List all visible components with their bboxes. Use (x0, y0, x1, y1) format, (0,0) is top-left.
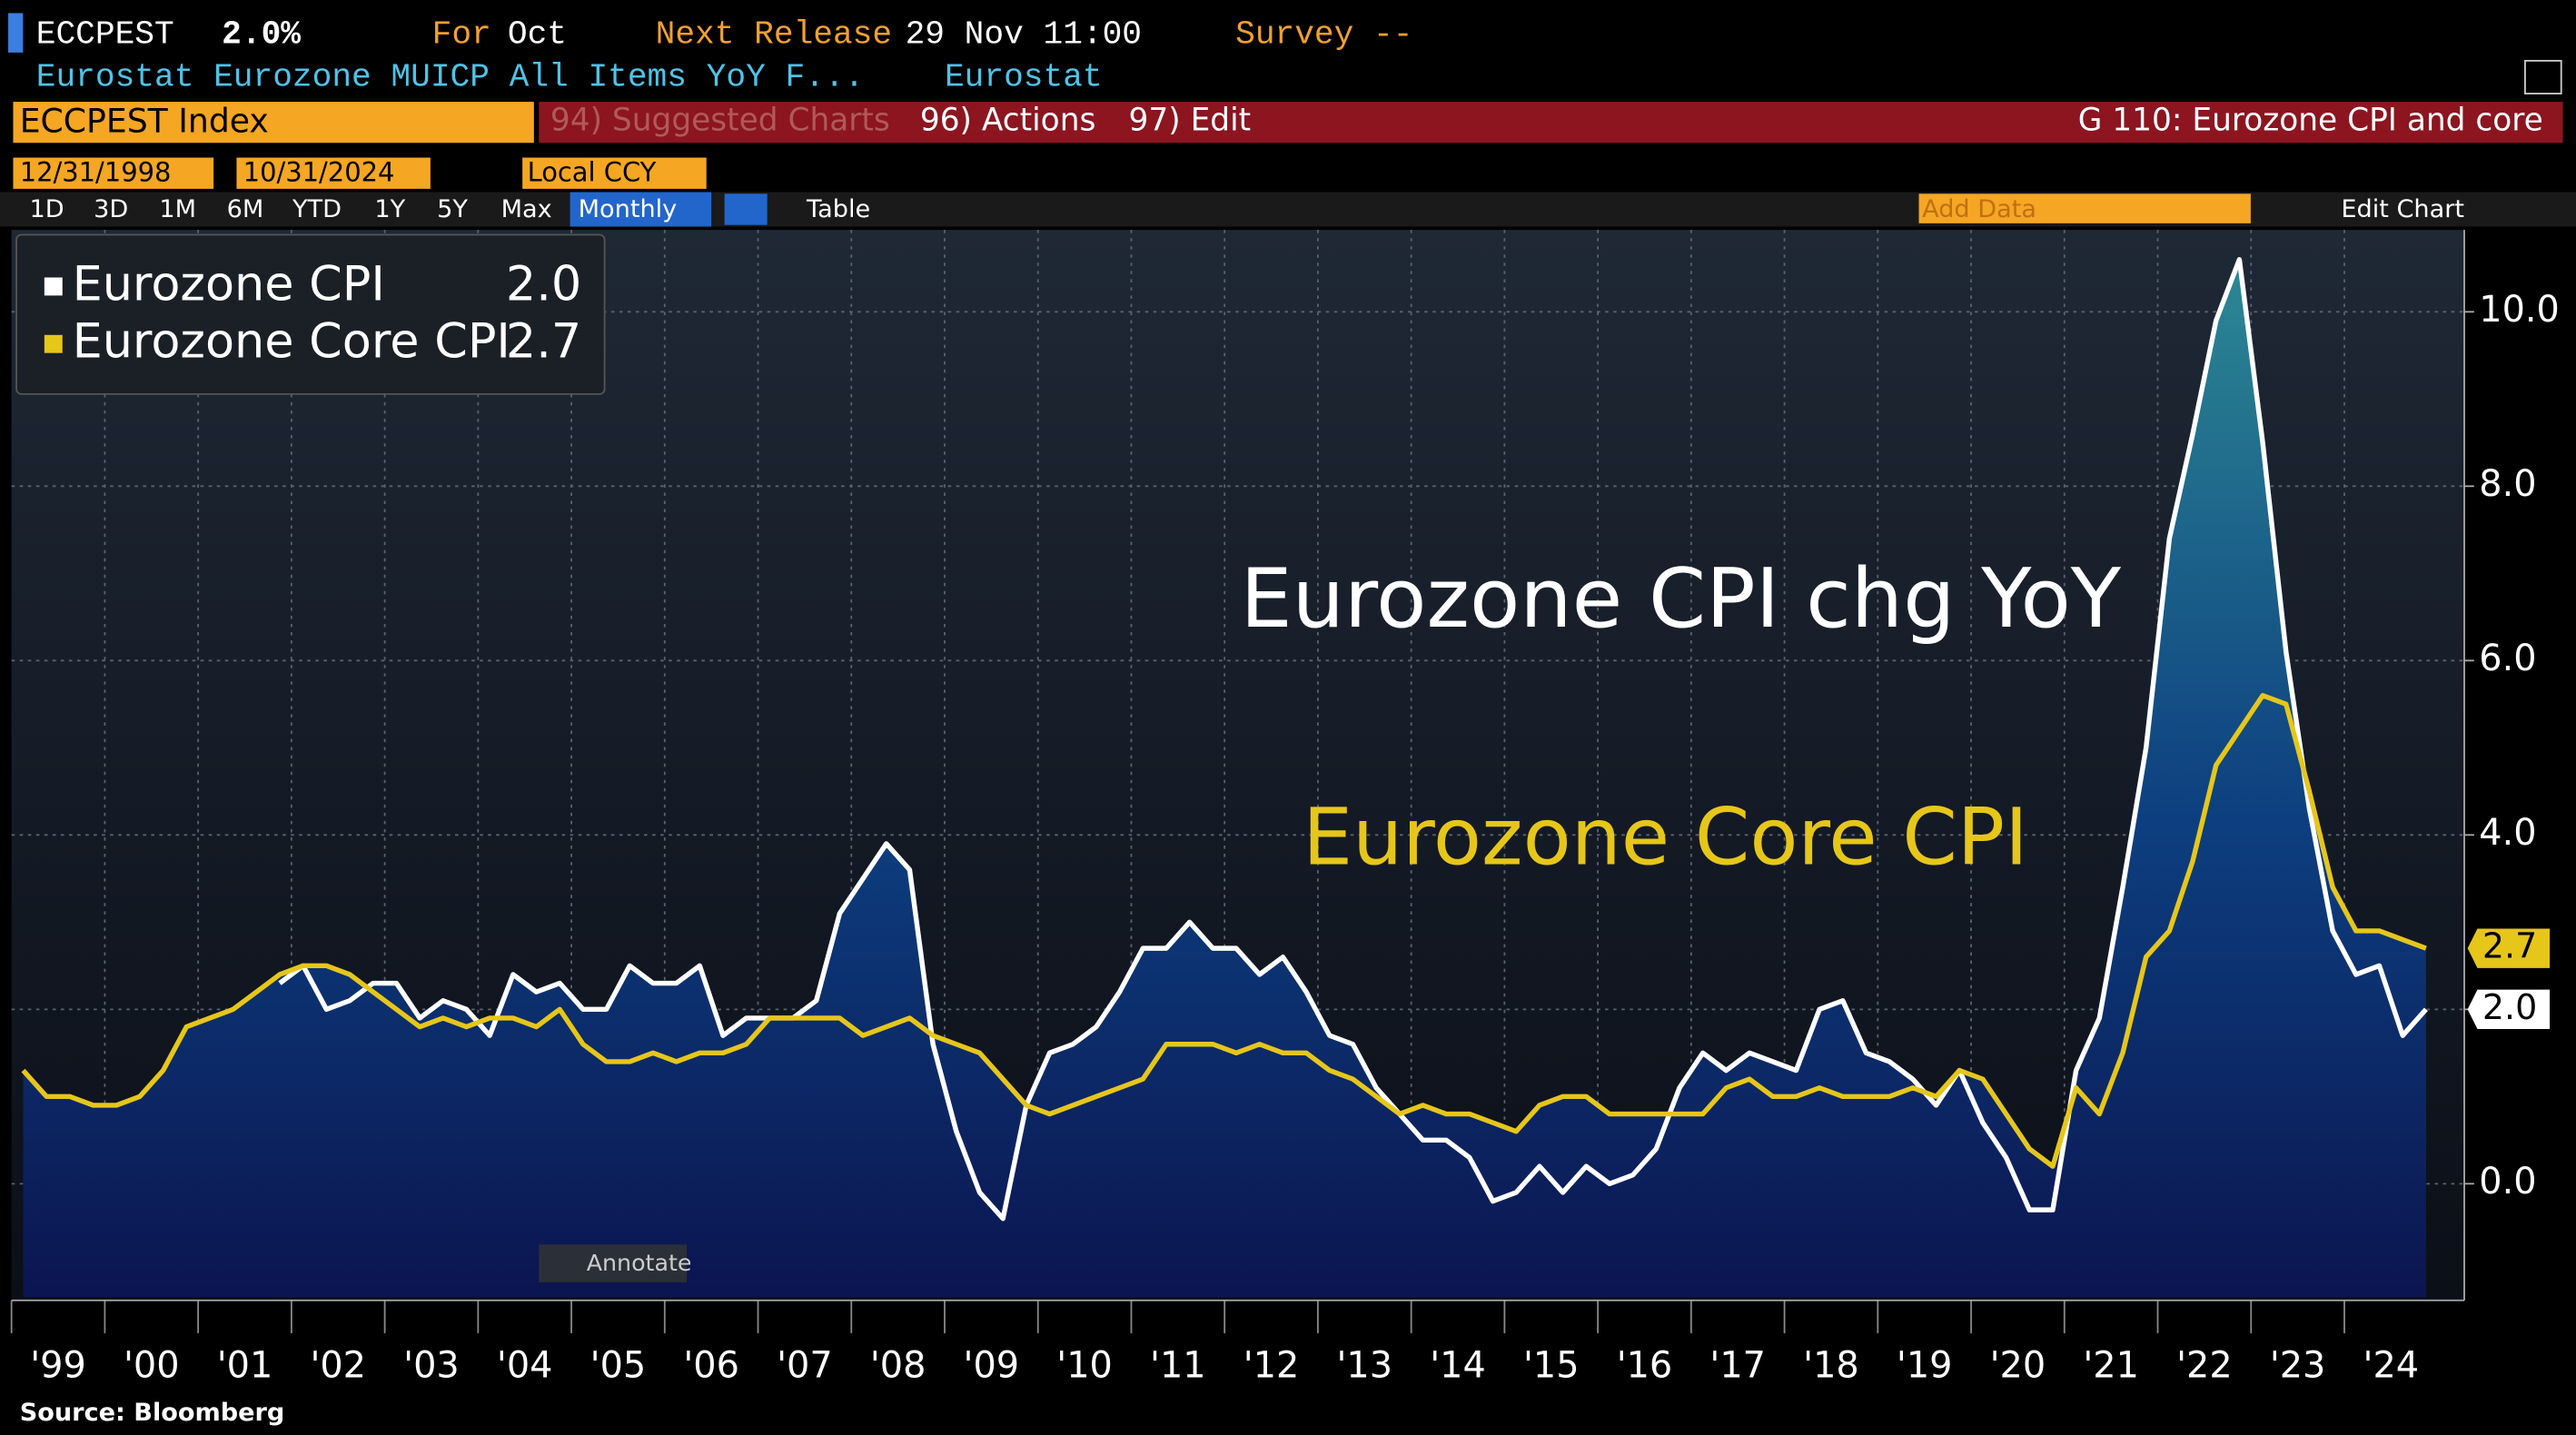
legend (15, 233, 606, 395)
legend-value: 2.0 (506, 256, 581, 312)
frequency-box[interactable] (570, 192, 712, 227)
toolbar-bar (539, 102, 2563, 144)
suggested-charts[interactable]: 94) Suggested Charts (550, 102, 890, 138)
series-area (280, 259, 2426, 1298)
y-tick-label: 8.0 (2479, 463, 2536, 505)
last-value-tag (2467, 928, 2551, 968)
x-tick-label: '03 (403, 1344, 460, 1386)
annotate-button[interactable]: Annotate (587, 1250, 692, 1276)
security[interactable]: ECCPEST Index (20, 102, 269, 141)
release-value: 29 Nov 11:00 (906, 16, 1142, 54)
actions-menu[interactable]: 96) Actions (920, 102, 1096, 138)
source: Source: Bloomberg (20, 1399, 285, 1427)
x-tick-label: '23 (2270, 1344, 2326, 1386)
y-tick-label: 4.0 (2479, 812, 2536, 854)
x-tick-label: '11 (1150, 1344, 1206, 1386)
range-button[interactable]: Max (501, 195, 552, 223)
y-tick-label: 0.0 (2479, 1161, 2536, 1202)
x-tick-label: '24 (2363, 1344, 2420, 1386)
description: Eurostat Eurozone MUICP All Items YoY F.… (36, 59, 865, 96)
x-tick-label: '09 (964, 1344, 1020, 1386)
range-button[interactable]: YTD (292, 195, 342, 223)
range-button[interactable]: 1M (159, 195, 196, 223)
currency[interactable]: Local CCY (528, 157, 657, 188)
annotation: Eurozone Core CPI (1303, 791, 2027, 883)
for-label: For (432, 16, 491, 54)
x-tick-label: '20 (1990, 1344, 2046, 1386)
chart-name[interactable]: G 110: Eurozone CPI and core (2078, 102, 2543, 138)
x-tick-label: '15 (1523, 1344, 1580, 1386)
x-tick-label: '14 (1430, 1344, 1486, 1386)
x-tick-label: '06 (683, 1344, 739, 1386)
last-value-tag (2467, 989, 2551, 1030)
source-name: Eurostat (945, 59, 1103, 96)
y-tick-label: 6.0 (2479, 638, 2536, 679)
edit-menu[interactable]: 97) Edit (1129, 102, 1252, 138)
legend-value: 2.7 (506, 314, 581, 370)
annotation: Eurozone CPI chg YoY (1241, 551, 2122, 647)
table-button[interactable]: Table (806, 195, 870, 223)
x-tick-label: '01 (217, 1344, 273, 1386)
x-tick-label: '16 (1617, 1344, 1673, 1386)
ticker: ECCPEST (36, 16, 174, 54)
annotate-button-box[interactable] (539, 1244, 688, 1282)
security-box[interactable] (13, 102, 534, 144)
x-tick-label: '07 (777, 1344, 833, 1386)
x-tick-label: '02 (310, 1344, 366, 1386)
release-label: Next Release (656, 16, 892, 54)
survey: Survey -- (1235, 16, 1412, 54)
add-data[interactable]: Add Data (1922, 195, 2036, 223)
range-button[interactable]: 5Y (437, 195, 468, 223)
legend-swatch (44, 277, 63, 296)
start-date-box[interactable] (13, 157, 214, 189)
chart-type-button[interactable] (724, 193, 768, 225)
series-line (21, 693, 2427, 1169)
last-value: 2.0% (222, 16, 301, 54)
range-button[interactable]: 1Y (374, 195, 405, 223)
legend-label: Eurozone Core CPI (73, 314, 510, 370)
range-button[interactable]: 6M (227, 195, 264, 223)
currency-box[interactable] (522, 157, 707, 189)
last-value-label: 2.0 (2482, 987, 2537, 1027)
x-tick-label: '19 (1897, 1344, 1953, 1386)
x-tick-label: '00 (124, 1344, 180, 1386)
x-tick-label: '17 (1709, 1344, 1766, 1386)
end-date-box[interactable] (236, 157, 431, 189)
range-button[interactable]: 1D (30, 195, 64, 223)
last-value-label: 2.7 (2482, 926, 2537, 966)
edit-chart[interactable]: Edit Chart (2341, 195, 2464, 223)
range-button[interactable]: 3D (94, 195, 128, 223)
for-value: Oct (508, 16, 567, 54)
plot: '99 '00 '01 '02 '03 '04 '05 '06 '07 '08 '09 '10 '11 '… (10, 230, 2560, 1386)
ticker-marker (8, 13, 24, 53)
x-tick-label: '08 (870, 1344, 926, 1386)
y-tick-label: 10.0 (2479, 289, 2560, 331)
end-date[interactable]: 10/31/2024 (243, 157, 395, 188)
range-buttons: 1D 3D 1M 6M YTD 1Y 5Y Max (30, 195, 552, 223)
popout-icon[interactable] (2524, 59, 2562, 94)
legend-label: Eurozone CPI (73, 256, 385, 312)
x-tick-label: '18 (1803, 1344, 1859, 1386)
x-tick-label: '12 (1243, 1344, 1300, 1386)
add-data-box[interactable] (1918, 193, 2251, 223)
x-tick-label: '04 (497, 1344, 553, 1386)
x-tick-label: '22 (2176, 1344, 2233, 1386)
x-tick-label: '21 (2083, 1344, 2139, 1386)
start-date[interactable]: 12/31/1998 (20, 157, 172, 188)
frequency[interactable]: Monthly (579, 195, 678, 223)
x-tick-label: '05 (590, 1344, 647, 1386)
x-tick-label: '10 (1056, 1344, 1113, 1386)
x-tick-label: '13 (1337, 1344, 1393, 1386)
x-tick-label: '99 (30, 1344, 86, 1386)
legend-swatch (44, 334, 63, 353)
